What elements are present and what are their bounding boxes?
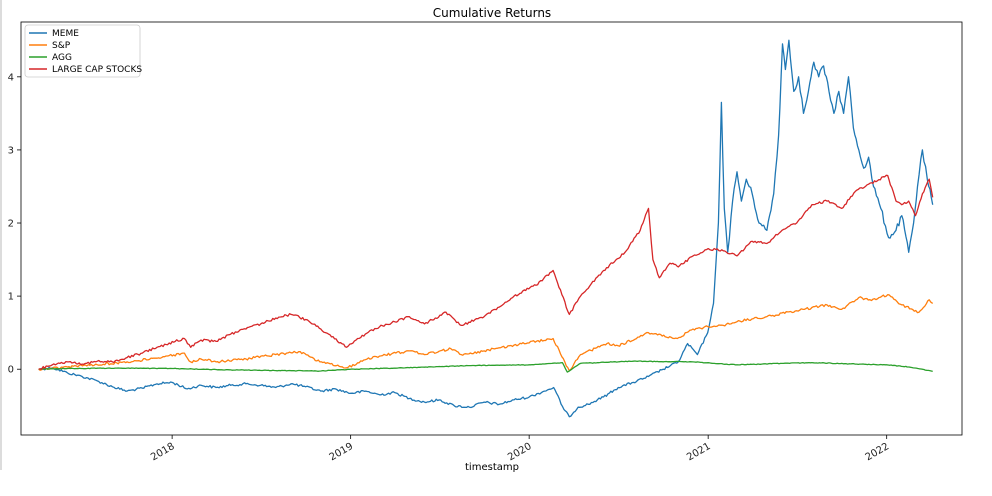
plot-frame — [20, 21, 963, 436]
series-line-meme — [38, 39, 934, 418]
x-axis-label: timestamp — [465, 462, 519, 473]
y-tick-label: 4 — [8, 72, 14, 83]
chart-title: Cumulative Returns — [433, 6, 551, 20]
legend: MEME S&P AGG LARGE CAP STOCKS — [24, 24, 142, 78]
series-line-s-p — [38, 294, 934, 372]
legend-label: LARGE CAP STOCKS — [52, 65, 142, 75]
legend-box — [24, 24, 141, 78]
legend-label: AGG — [52, 53, 72, 63]
y-tick-label: 1 — [8, 292, 14, 303]
y-tick-label: 0 — [8, 365, 14, 376]
series-line-agg — [38, 360, 933, 373]
series-line-large-cap-stocks — [38, 174, 934, 370]
y-tick-label: 3 — [8, 145, 14, 156]
y-axis: 0 1 2 3 4 — [8, 72, 21, 376]
legend-label: S&P — [52, 41, 71, 51]
y-tick-label: 2 — [8, 219, 14, 230]
left-edge-divider — [0, 0, 2, 470]
legend-label: MEME — [52, 29, 79, 39]
series-layer — [38, 39, 934, 418]
